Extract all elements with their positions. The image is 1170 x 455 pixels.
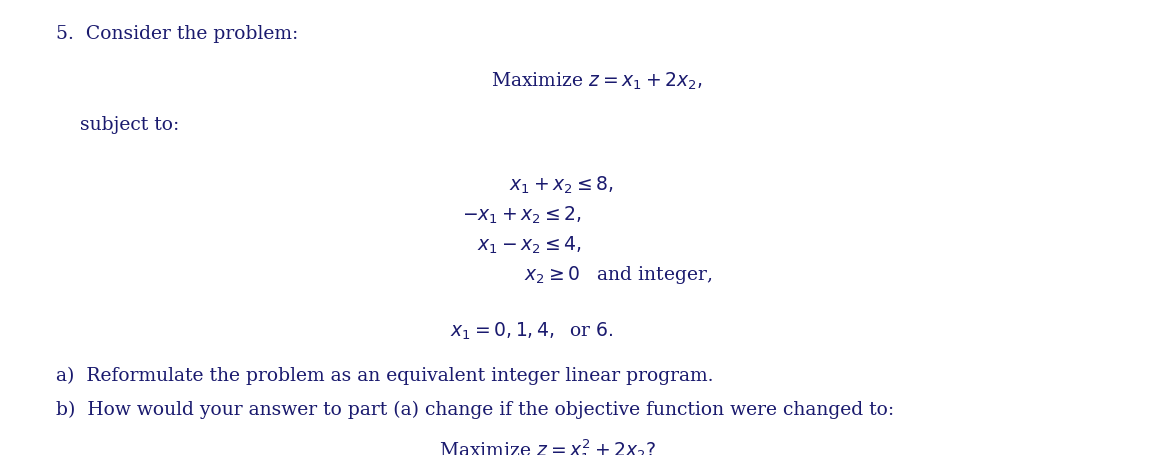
Text: $x_1 - x_2 \leq 4,$: $x_1 - x_2 \leq 4,$	[477, 234, 581, 256]
Text: $-x_1 + x_2 \leq 2,$: $-x_1 + x_2 \leq 2,$	[462, 205, 581, 226]
Text: $x_1 + x_2 \leq 8,$: $x_1 + x_2 \leq 8,$	[509, 175, 613, 197]
Text: Maximize $z = x_1 + 2x_2,$: Maximize $z = x_1 + 2x_2,$	[491, 71, 703, 92]
Text: 5.  Consider the problem:: 5. Consider the problem:	[56, 25, 298, 43]
Text: b)  How would your answer to part (a) change if the objective function were chan: b) How would your answer to part (a) cha…	[56, 400, 894, 419]
Text: Maximize $z = x_1^2 + 2x_2?$: Maximize $z = x_1^2 + 2x_2?$	[439, 437, 656, 455]
Text: $x_2 \geq 0\;$  and integer,: $x_2 \geq 0\;$ and integer,	[524, 264, 713, 286]
Text: $x_1 = 0, 1, 4,\;$ or $6.$: $x_1 = 0, 1, 4,\;$ or $6.$	[450, 321, 613, 342]
Text: subject to:: subject to:	[80, 116, 179, 134]
Text: a)  Reformulate the problem as an equivalent integer linear program.: a) Reformulate the problem as an equival…	[56, 366, 714, 384]
